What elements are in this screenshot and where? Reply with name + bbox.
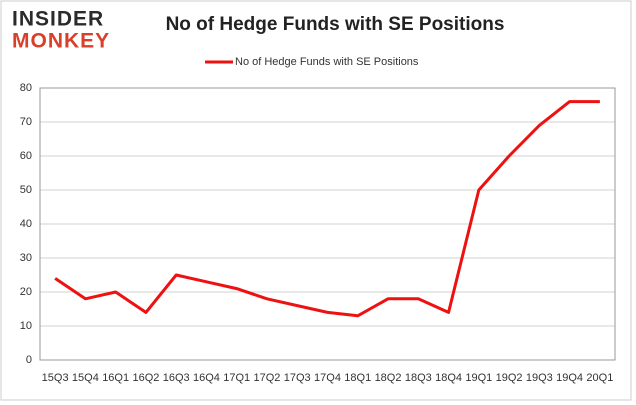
y-tick-label: 70: [20, 116, 32, 128]
y-tick-label: 0: [26, 354, 32, 366]
x-tick-label: 17Q1: [223, 372, 250, 384]
y-tick-label: 80: [20, 82, 32, 94]
x-tick-label: 18Q3: [405, 372, 432, 384]
y-tick-label: 20: [20, 286, 32, 298]
logo-bottom: MONKEY: [12, 30, 110, 53]
x-tick-label: 17Q4: [314, 372, 341, 384]
y-tick-label: 60: [20, 150, 32, 162]
y-tick-label: 40: [20, 218, 32, 230]
x-tick-label: 16Q4: [193, 372, 220, 384]
x-tick-label: 17Q2: [254, 372, 281, 384]
x-tick-label: 18Q4: [435, 372, 462, 384]
y-tick-label: 30: [20, 252, 32, 264]
x-tick-label: 16Q1: [102, 372, 129, 384]
x-tick-label: 20Q1: [586, 372, 613, 384]
y-tick-label: 10: [20, 320, 32, 332]
x-tick-label: 15Q4: [72, 372, 99, 384]
x-tick-label: 17Q3: [284, 372, 311, 384]
chart-title: No of Hedge Funds with SE Positions: [166, 14, 505, 35]
x-tick-label: 16Q2: [132, 372, 159, 384]
logo-top: INSIDER: [12, 8, 104, 31]
line-series: [54, 100, 600, 318]
x-tick-label: 18Q2: [375, 372, 402, 384]
x-tick-label: 16Q3: [163, 372, 190, 384]
x-tick-label: 15Q3: [42, 372, 69, 384]
plot-border: [39, 87, 616, 361]
x-tick-label: 19Q4: [556, 372, 583, 384]
y-tick-label: 50: [20, 184, 32, 196]
x-tick-label: 19Q2: [496, 372, 523, 384]
x-tick-label: 19Q3: [526, 372, 553, 384]
x-tick-label: 19Q1: [465, 372, 492, 384]
legend-label: No of Hedge Funds with SE Positions: [235, 56, 419, 68]
x-tick-label: 18Q1: [344, 372, 371, 384]
